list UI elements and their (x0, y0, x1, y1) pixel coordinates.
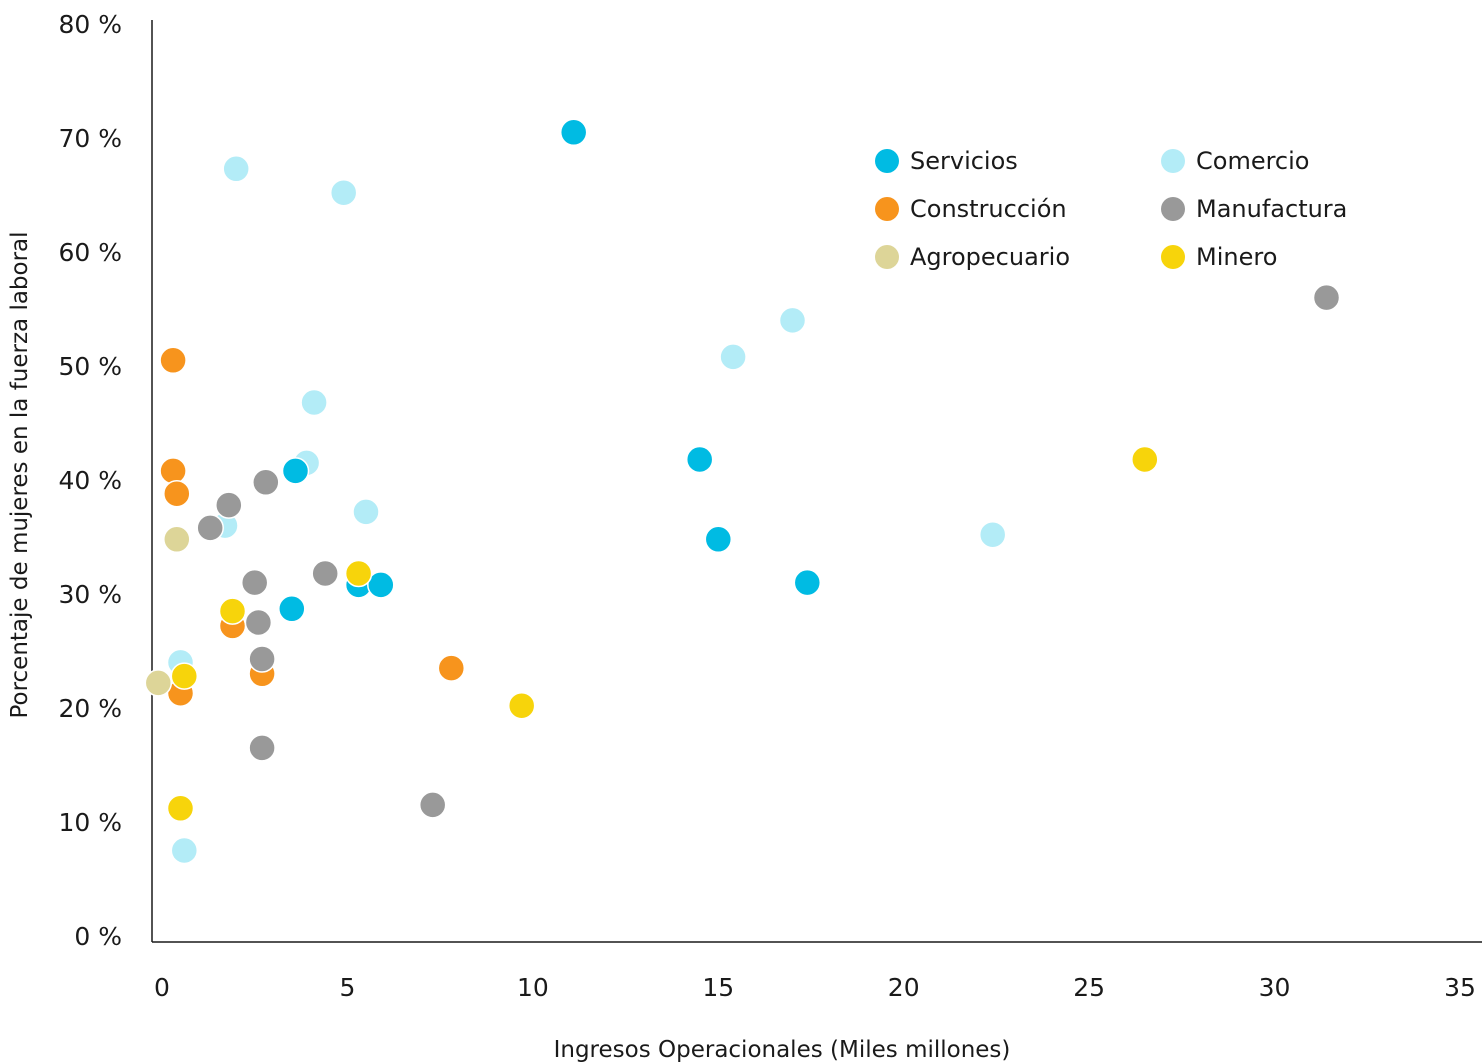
legend-marker (1161, 197, 1185, 221)
data-point-minero (1131, 445, 1159, 474)
x-tick-label: 5 (339, 973, 355, 1002)
data-point-minero (218, 597, 247, 625)
data-point-agropecuario (163, 525, 191, 554)
legend-label: Agropecuario (910, 243, 1070, 271)
legend-item-comercio: Comercio (1161, 147, 1309, 175)
data-point-minero (170, 662, 199, 690)
data-point-servicios (793, 568, 822, 597)
y-tick-label: 50 % (58, 352, 122, 381)
data-point-manufactura (1312, 283, 1341, 312)
data-point-comercio (778, 306, 807, 335)
y-tick-label: 20 % (58, 694, 122, 723)
data-point-manufactura (196, 514, 224, 542)
data-point-construccion (163, 479, 191, 508)
data-point-servicios (559, 118, 588, 147)
y-tick-label: 40 % (58, 466, 122, 495)
legend-item-servicios: Servicios (875, 147, 1018, 175)
data-point-minero (507, 691, 536, 720)
axes (151, 20, 1482, 943)
data-point-manufactura (240, 568, 269, 597)
x-tick-label: 35 (1444, 973, 1476, 1002)
y-tick-label: 60 % (58, 238, 122, 267)
legend-marker (875, 245, 899, 269)
data-point-servicios (367, 571, 395, 599)
data-point-construccion (159, 457, 187, 485)
y-tick-label: 10 % (58, 808, 122, 837)
data-point-comercio (352, 498, 380, 526)
legend-item-manufactura: Manufactura (1161, 195, 1347, 223)
data-point-comercio (300, 388, 328, 417)
x-axis-title: Ingresos Operacionales (Miles millones) (554, 1037, 1011, 1063)
y-tick-label: 30 % (58, 580, 122, 609)
legend-item-agropecuario: Agropecuario (875, 243, 1070, 271)
data-point-manufactura (215, 491, 243, 519)
legend-marker (1161, 149, 1185, 173)
data-point-manufactura (252, 468, 280, 497)
data-point-manufactura (418, 791, 447, 819)
legend-label: Manufactura (1196, 195, 1347, 223)
legend-label: Comercio (1196, 147, 1309, 175)
y-tick-label: 70 % (58, 124, 122, 153)
data-point-minero (344, 559, 373, 588)
x-tick-label: 20 (888, 973, 920, 1002)
data-point-minero (166, 794, 195, 823)
legend-marker (875, 197, 899, 221)
legend-label: Construcción (910, 195, 1067, 223)
data-point-comercio (978, 520, 1007, 549)
data-point-comercio (222, 155, 250, 183)
x-tick-label: 10 (517, 973, 549, 1002)
data-point-manufactura (248, 734, 276, 762)
data-point-manufactura (248, 645, 276, 673)
data-point-servicios (278, 595, 306, 623)
legend-item-minero: Minero (1161, 243, 1277, 271)
data-point-agropecuario (144, 669, 173, 697)
data-point-manufactura (311, 559, 339, 588)
data-point-construccion (159, 346, 187, 375)
legend-item-construccion: Construcción (875, 195, 1067, 223)
data-point-comercio (719, 343, 747, 371)
x-tick-label: 30 (1259, 973, 1291, 1002)
y-tick-labels: 0 % 10 % 20 % 30 % 40 % 50 % 60 % 70 % 80 % (58, 10, 122, 951)
x-tick-label: 25 (1073, 973, 1105, 1002)
data-point-comercio (329, 178, 358, 207)
legend-label: Minero (1196, 243, 1277, 271)
data-points (144, 118, 1341, 865)
y-axis-title: Porcentaje de mujeres en la fuerza labor… (7, 231, 33, 718)
y-tick-label: 0 % (74, 922, 122, 951)
legend-marker (1161, 245, 1185, 269)
legend-marker (875, 149, 899, 173)
legend: Servicios Comercio Construcción Manufactura… (875, 147, 1347, 271)
data-point-comercio (170, 836, 199, 865)
x-tick-label: 0 (154, 973, 170, 1002)
y-tick-label: 80 % (58, 10, 122, 39)
data-point-manufactura (244, 608, 273, 637)
legend-label: Servicios (910, 147, 1018, 175)
data-point-servicios (685, 445, 714, 474)
data-point-servicios (281, 457, 310, 485)
data-point-construccion (437, 654, 466, 682)
data-point-servicios (704, 525, 733, 554)
x-tick-label: 15 (702, 973, 734, 1002)
x-tick-labels: 0 5 10 15 20 25 30 35 (154, 973, 1476, 1002)
